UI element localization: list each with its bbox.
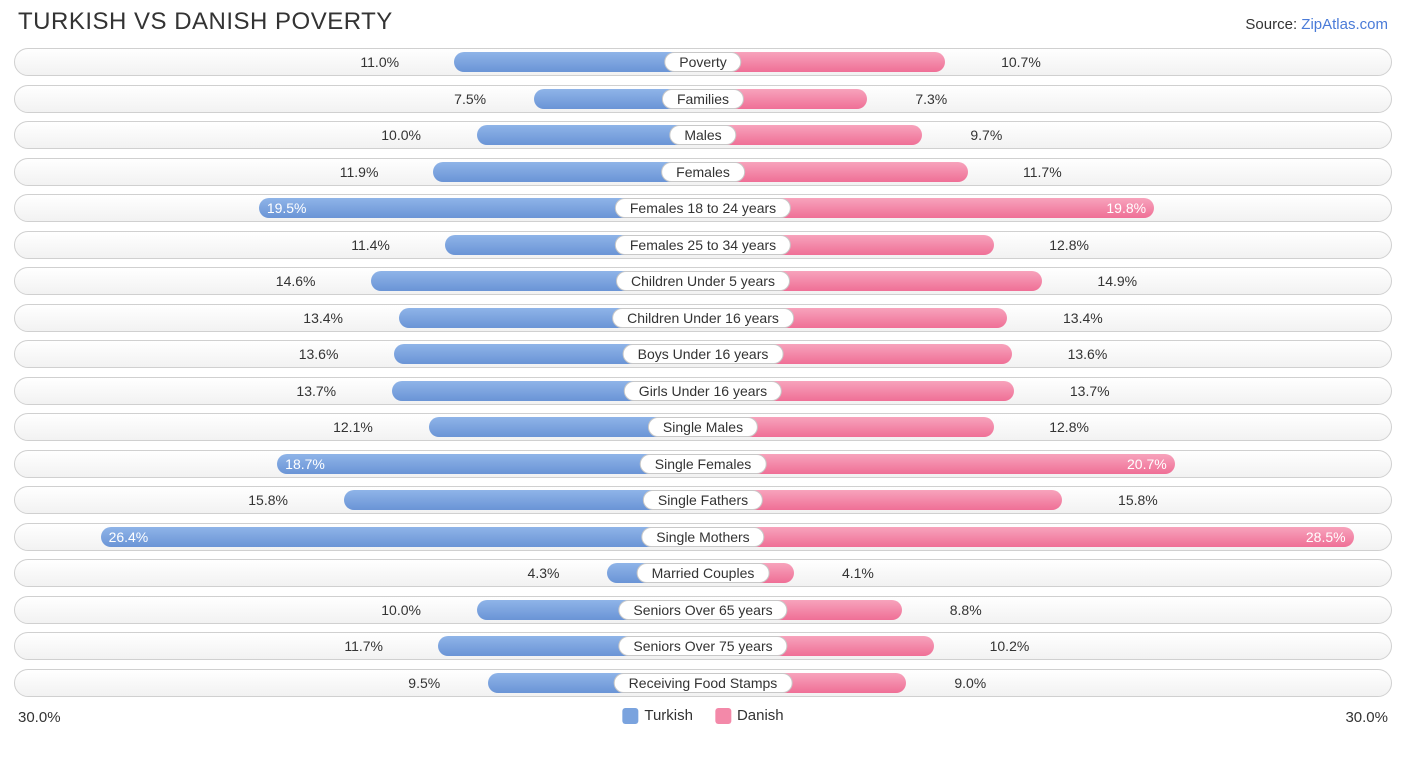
category-label: Girls Under 16 years [624, 381, 782, 401]
bar-value-danish: 10.2% [982, 636, 1030, 656]
bar-value-danish: 12.8% [1041, 417, 1089, 437]
category-label: Females 18 to 24 years [615, 198, 791, 218]
chart-row: 11.0% 10.7% Poverty [14, 48, 1392, 76]
category-label: Single Mothers [641, 527, 764, 547]
chart-row: 13.4% 13.4% Children Under 16 years [14, 304, 1392, 332]
axis-max-left: 30.0% [18, 709, 61, 726]
bar-value-turkish: 7.5% [454, 89, 494, 109]
chart-row: 7.5% 7.3% Families [14, 85, 1392, 113]
source-link[interactable]: ZipAtlas.com [1301, 16, 1388, 33]
bar-danish: 28.5% [700, 527, 1354, 547]
category-label: Poverty [664, 52, 741, 72]
bar-value-turkish: 13.4% [303, 308, 351, 328]
bar-value-danish: 9.0% [946, 673, 986, 693]
bar-value-turkish: 4.3% [528, 563, 568, 583]
bar-value-danish: 28.5% [1306, 529, 1346, 545]
chart-row: 11.4% 12.8% Females 25 to 34 years [14, 231, 1392, 259]
bar-value-danish: 15.8% [1110, 490, 1158, 510]
chart-row: 10.0% 8.8% Seniors Over 65 years [14, 596, 1392, 624]
bar-value-danish: 11.7% [1015, 162, 1062, 182]
category-label: Children Under 5 years [616, 271, 790, 291]
chart-row: 13.7% 13.7% Girls Under 16 years [14, 377, 1392, 405]
bar-value-turkish: 11.9% [340, 162, 387, 182]
legend-item-turkish: Turkish [622, 707, 693, 724]
legend-swatch-danish [715, 708, 731, 724]
bar-value-turkish: 19.5% [267, 200, 307, 216]
bar-value-danish: 8.8% [942, 600, 982, 620]
bar-value-danish: 13.4% [1055, 308, 1103, 328]
axis-max-right: 30.0% [1345, 709, 1388, 726]
bar-value-turkish: 13.7% [296, 381, 344, 401]
category-label: Single Fathers [643, 490, 763, 510]
bar-turkish: 26.4% [101, 527, 706, 547]
category-label: Males [669, 125, 736, 145]
legend: Turkish Danish [622, 707, 783, 724]
category-label: Married Couples [637, 563, 770, 583]
chart-row: 18.7% 20.7% Single Females [14, 450, 1392, 478]
bar-value-danish: 4.1% [834, 563, 874, 583]
bar-value-turkish: 26.4% [109, 529, 149, 545]
chart-row: 10.0% 9.7% Males [14, 121, 1392, 149]
category-label: Females [661, 162, 745, 182]
bar-value-turkish: 10.0% [381, 125, 429, 145]
category-label: Boys Under 16 years [623, 344, 784, 364]
bar-danish: 20.7% [700, 454, 1175, 474]
category-label: Seniors Over 65 years [618, 600, 787, 620]
bar-value-turkish: 18.7% [285, 456, 325, 472]
bar-value-danish: 19.8% [1106, 200, 1146, 216]
bar-value-danish: 20.7% [1127, 456, 1167, 472]
bar-value-turkish: 13.6% [299, 344, 347, 364]
category-label: Single Females [640, 454, 767, 474]
bar-value-danish: 13.6% [1060, 344, 1108, 364]
legend-item-danish: Danish [715, 707, 784, 724]
bar-value-danish: 12.8% [1041, 235, 1089, 255]
chart-title: TURKISH VS DANISH POVERTY [18, 8, 393, 36]
chart-row: 11.7% 10.2% Seniors Over 75 years [14, 632, 1392, 660]
bar-value-turkish: 11.0% [360, 52, 407, 72]
chart-row: 4.3% 4.1% Married Couples [14, 559, 1392, 587]
legend-label-turkish: Turkish [644, 707, 693, 724]
bar-value-turkish: 11.7% [344, 636, 391, 656]
bar-value-turkish: 15.8% [248, 490, 296, 510]
diverging-bar-chart: 11.0% 10.7% Poverty 7.5% 7.3% Families 10.0% 9.… [14, 48, 1392, 697]
category-label: Receiving Food Stamps [614, 673, 793, 693]
bar-value-danish: 10.7% [993, 52, 1041, 72]
bar-value-danish: 13.7% [1062, 381, 1110, 401]
category-label: Seniors Over 75 years [618, 636, 787, 656]
chart-row: 12.1% 12.8% Single Males [14, 413, 1392, 441]
chart-footer: 30.0% 30.0% Turkish Danish [14, 705, 1392, 733]
bar-value-danish: 14.9% [1089, 271, 1137, 291]
chart-header: TURKISH VS DANISH POVERTY Source: ZipAtl… [14, 8, 1392, 36]
bar-value-danish: 7.3% [907, 89, 947, 109]
category-label: Single Males [648, 417, 758, 437]
chart-row: 14.6% 14.9% Children Under 5 years [14, 267, 1392, 295]
category-label: Children Under 16 years [612, 308, 794, 328]
bar-value-turkish: 12.1% [333, 417, 381, 437]
chart-row: 9.5% 9.0% Receiving Food Stamps [14, 669, 1392, 697]
chart-row: 15.8% 15.8% Single Fathers [14, 486, 1392, 514]
bar-value-turkish: 11.4% [351, 235, 398, 255]
bar-value-danish: 9.7% [962, 125, 1002, 145]
chart-row: 26.4% 28.5% Single Mothers [14, 523, 1392, 551]
category-label: Families [662, 89, 744, 109]
category-label: Females 25 to 34 years [615, 235, 791, 255]
legend-label-danish: Danish [737, 707, 784, 724]
bar-value-turkish: 14.6% [276, 271, 324, 291]
source-prefix: Source: [1245, 16, 1301, 33]
chart-row: 19.5% 19.8% Females 18 to 24 years [14, 194, 1392, 222]
chart-row: 11.9% 11.7% Females [14, 158, 1392, 186]
chart-row: 13.6% 13.6% Boys Under 16 years [14, 340, 1392, 368]
source-attribution: Source: ZipAtlas.com [1245, 16, 1388, 33]
bar-value-turkish: 10.0% [381, 600, 429, 620]
bar-value-turkish: 9.5% [408, 673, 448, 693]
legend-swatch-turkish [622, 708, 638, 724]
